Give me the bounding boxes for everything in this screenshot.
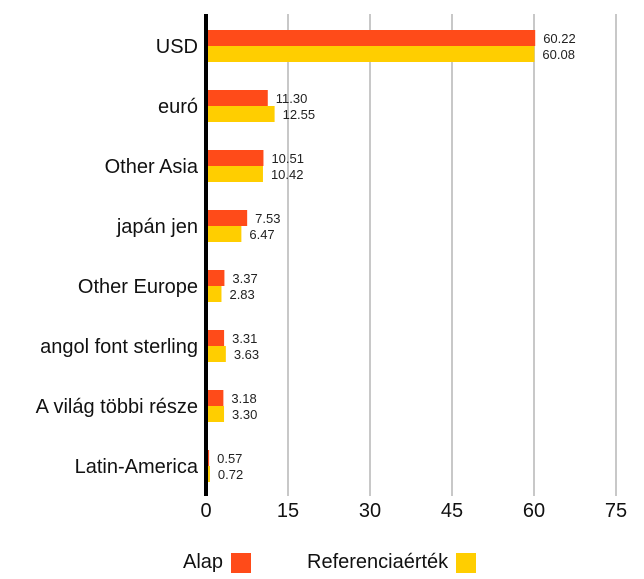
- bar-alap: [206, 210, 248, 226]
- value-label: 3.18: [231, 391, 256, 406]
- bar-referenciaertek: [206, 46, 535, 62]
- bar-referenciaertek: [206, 286, 222, 302]
- bar-alap: [206, 30, 536, 46]
- legend-item-referenciaertek: Referenciaérték: [307, 551, 477, 574]
- bar-alap: [206, 330, 225, 346]
- legend-label-referenciaertek: Referenciaérték: [307, 551, 449, 573]
- x-tick-label: 30: [359, 500, 381, 522]
- value-label: 6.47: [249, 227, 274, 242]
- value-label: 3.31: [232, 331, 257, 346]
- bar-referenciaertek: [206, 346, 226, 362]
- bar-alap: [206, 150, 264, 166]
- category-label: Other Asia: [105, 156, 199, 178]
- value-label: 60.08: [542, 47, 575, 62]
- value-label: 10.42: [271, 167, 304, 182]
- bars: [206, 30, 536, 482]
- x-tick-label: 75: [605, 500, 627, 522]
- x-tick-label: 60: [523, 500, 545, 522]
- category-label: USD: [156, 36, 198, 58]
- x-tick-labels: 0 15 30 45 60 75: [200, 500, 627, 522]
- value-label: 2.83: [229, 287, 254, 302]
- legend-label-alap: Alap: [183, 551, 224, 573]
- bar-referenciaertek: [206, 106, 275, 122]
- bar-alap: [206, 390, 224, 406]
- value-label: 3.37: [232, 271, 257, 286]
- legend-swatch-alap: [231, 552, 252, 573]
- x-tick-label: 15: [277, 500, 299, 522]
- bar-alap: [206, 270, 225, 286]
- gridlines: [287, 14, 617, 496]
- legend-swatch-referenciaertek: [456, 552, 477, 573]
- value-label: 0.72: [218, 467, 243, 482]
- x-tick-label: 45: [441, 500, 463, 522]
- value-label: 60.22: [543, 31, 576, 46]
- legend: Alap Referenciaérték: [0, 551, 644, 579]
- value-label: 10.51: [271, 151, 304, 166]
- legend-item-alap: Alap: [183, 551, 252, 574]
- x-tick-label: 0: [200, 500, 211, 522]
- value-label: 12.55: [283, 107, 316, 122]
- value-label: 11.30: [276, 91, 308, 106]
- category-label: Other Europe: [78, 276, 198, 298]
- category-label: euró: [158, 96, 198, 118]
- value-label: 7.53: [255, 211, 280, 226]
- bar-referenciaertek: [206, 226, 242, 242]
- bar-referenciaertek: [206, 166, 263, 182]
- category-label: A világ többi része: [36, 396, 198, 418]
- value-label: 3.63: [234, 347, 259, 362]
- category-labels: USD euró Other Asia japán jen Other Europe an…: [36, 36, 199, 478]
- category-label: japán jen: [116, 216, 198, 238]
- category-label: Latin-America: [75, 456, 199, 478]
- value-label: 0.57: [217, 451, 242, 466]
- bar-referenciaertek: [206, 406, 225, 422]
- bar-alap: [206, 90, 268, 106]
- category-label: angol font sterling: [40, 336, 198, 358]
- value-label: 3.30: [232, 407, 257, 422]
